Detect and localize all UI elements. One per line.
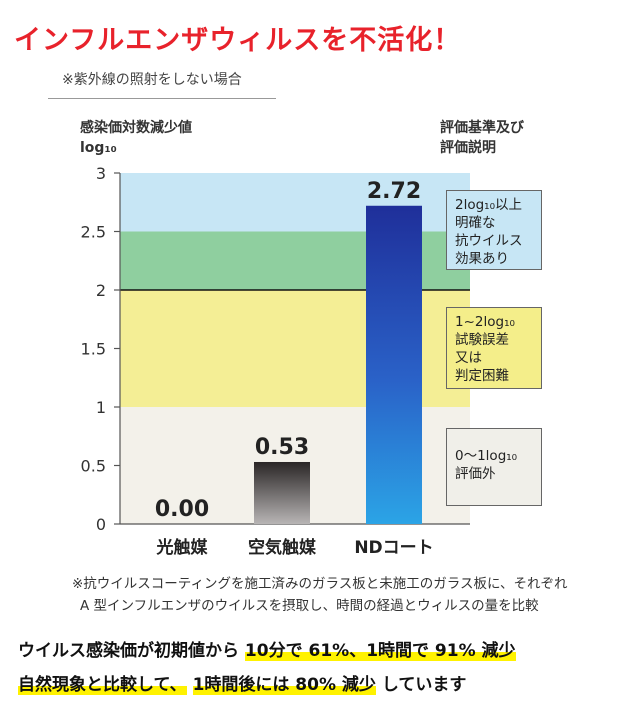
- bar-value-label-0: 0.00: [155, 497, 209, 522]
- y-tick-label-4: 2: [96, 281, 106, 300]
- y-axis-title: 感染価対数減少値: [80, 120, 192, 136]
- criteria-heading-line-2: 評価説明: [440, 140, 496, 156]
- criteria-heading: 評価基準及び 評価説明: [440, 118, 570, 158]
- criteria-box-mid: 1~2log₁₀ 試験誤差 又は 判定困難: [446, 307, 542, 389]
- condition-note-box: ※紫外線の照射をしない場合: [48, 64, 276, 99]
- summary-line-2-lead: 自然現象と比較して、: [18, 675, 187, 695]
- criteria-high-line-1: 2log₁₀以上: [455, 197, 522, 213]
- y-axis-unit: log₁₀: [80, 140, 117, 156]
- footnote-line-2: A 型インフルエンザのウイルスを摂取し、時間の経過とウィルスの量を比較: [80, 598, 539, 614]
- criteria-box-high: 2log₁₀以上 明確な 抗ウイルス 効果あり: [446, 190, 542, 270]
- footnote: ※抗ウイルスコーティングを施工済みのガラス板と未施工のガラス板に、それぞれ A …: [72, 573, 568, 617]
- summary-line-2-tail: しています: [381, 675, 467, 695]
- criteria-low-line-2: 評価外: [455, 466, 496, 482]
- criteria-high-line-4: 効果あり: [455, 251, 509, 267]
- y-tick-label-2: 1: [96, 398, 106, 417]
- summary-line-1-lead: ウイルス感染価が初期値から: [18, 641, 239, 661]
- bar-1: [254, 461, 310, 524]
- criteria-mid-line-2: 試験誤差: [455, 332, 509, 348]
- category-label-1: 空気触媒: [248, 537, 317, 558]
- criteria-high-line-3: 抗ウイルス: [455, 233, 523, 249]
- summary-line-2: 自然現象と比較して、 1時間後には 80% 減少 しています: [18, 668, 516, 702]
- bar-value-label-1: 0.53: [255, 435, 309, 460]
- y-tick-label-0: 0: [96, 515, 106, 534]
- criteria-high-line-2: 明確な: [455, 215, 496, 231]
- summary-line-2-highlight: 1時間後には 80% 減少: [192, 675, 376, 695]
- summary-line-1: ウイルス感染価が初期値から 10分で 61%、1時間で 91% 減少: [18, 634, 516, 668]
- criteria-low-line-1: 0～1log₁₀: [455, 448, 518, 464]
- y-axis-label: 感染価対数減少値 log₁₀: [80, 118, 192, 158]
- criteria-mid-line-3: 又は: [455, 350, 482, 366]
- summary-line-1-highlight: 10分で 61%、1時間で 91% 減少: [244, 641, 516, 661]
- headline: インフルエンザウィルスを不活化！: [14, 25, 462, 56]
- y-tick-label-1: 0.5: [81, 457, 106, 476]
- footnote-line-1: ※抗ウイルスコーティングを施工済みのガラス板と未施工のガラス板に、それぞれ: [72, 576, 568, 592]
- category-label-0: 光触媒: [156, 537, 209, 558]
- category-label-2: NDコート: [354, 538, 433, 558]
- y-tick-label-3: 1.5: [81, 340, 106, 359]
- criteria-mid-line-4: 判定困難: [455, 368, 509, 384]
- summary: ウイルス感染価が初期値から 10分で 61%、1時間で 91% 減少 自然現象と…: [18, 634, 516, 702]
- criteria-mid-line-1: 1~2log₁₀: [455, 314, 515, 330]
- bar-2: [366, 205, 422, 524]
- criteria-box-low: 0～1log₁₀ 評価外: [446, 428, 542, 506]
- bar-value-label-2: 2.72: [367, 179, 421, 204]
- y-tick-label-6: 3: [96, 164, 106, 183]
- y-tick-label-5: 2.5: [81, 223, 106, 242]
- condition-note: ※紫外線の照射をしない場合: [62, 72, 242, 88]
- criteria-heading-line-1: 評価基準及び: [440, 120, 524, 136]
